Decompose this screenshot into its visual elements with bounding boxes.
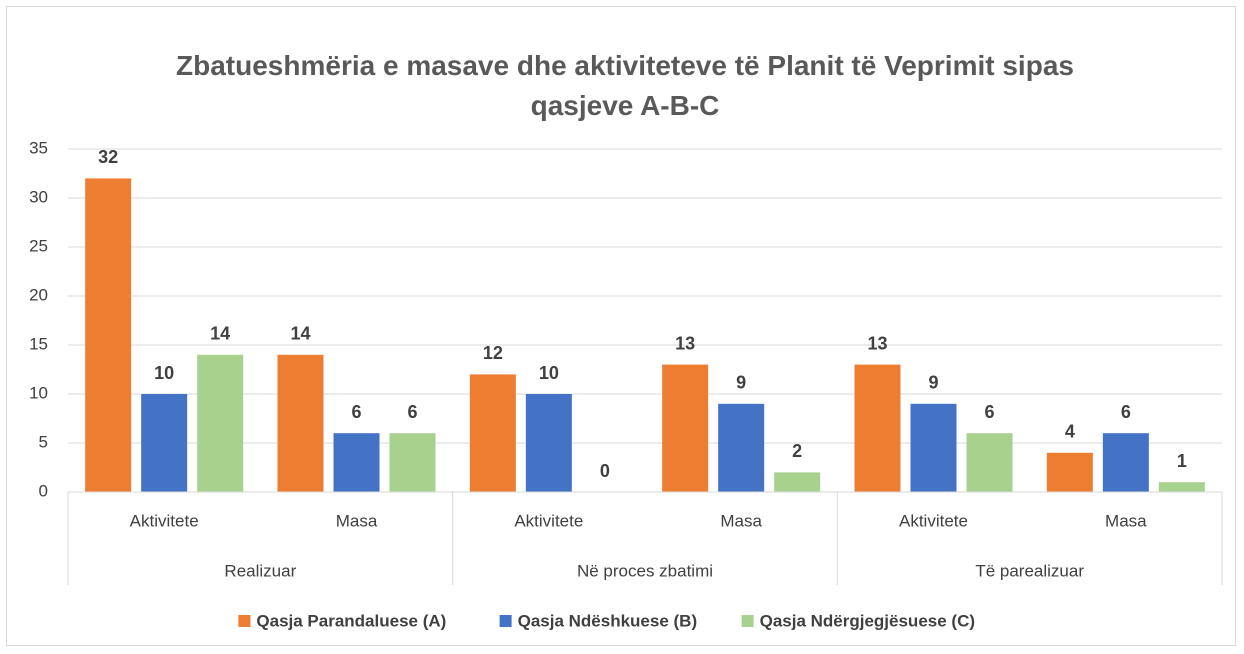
x-tick-label: Aktivitete (514, 511, 583, 530)
bar (910, 403, 957, 492)
data-label: 10 (539, 363, 559, 383)
data-label: 6 (351, 402, 361, 422)
data-label: 6 (1121, 402, 1131, 422)
bar (1102, 433, 1149, 492)
bar (525, 394, 572, 492)
data-label: 10 (154, 363, 174, 383)
bar (85, 178, 132, 492)
bar (333, 433, 380, 492)
data-label: 9 (736, 373, 746, 393)
group-label: Në proces zbatimi (577, 561, 713, 580)
x-tick-label: Aktivitete (899, 511, 968, 530)
legend-label: Qasja Ndërgjegjësuese (C) (760, 611, 975, 630)
legend-label: Qasja Ndëshkuese (B) (518, 611, 698, 630)
bar (141, 394, 188, 492)
bar (854, 364, 901, 492)
data-label: 12 (483, 343, 503, 363)
data-label: 6 (407, 402, 417, 422)
data-label: 0 (600, 461, 610, 481)
y-tick-label: 15 (29, 334, 48, 353)
legend-swatch (238, 615, 251, 627)
data-label: 4 (1065, 422, 1075, 442)
bar (469, 374, 516, 492)
chart-title: Zbatueshmëria e masave dhe aktiviteteve … (176, 50, 1074, 121)
data-label: 14 (290, 324, 310, 344)
legend-swatch (741, 615, 754, 627)
x-tick-label: Masa (336, 511, 378, 530)
x-tick-label: Aktivitete (130, 511, 199, 530)
bar (774, 472, 821, 492)
data-label: 14 (210, 324, 230, 344)
bar (718, 403, 765, 492)
chart-frame (6, 6, 1236, 646)
bar (966, 433, 1013, 492)
x-tick-label: Masa (720, 511, 762, 530)
group-label: Të parealizuar (975, 561, 1084, 580)
bar (277, 354, 324, 492)
y-tick-label: 25 (29, 236, 48, 255)
data-label: 13 (675, 333, 695, 353)
bar (197, 354, 244, 492)
y-tick-label: 35 (29, 138, 48, 157)
y-tick-label: 5 (39, 432, 48, 451)
y-tick-label: 20 (29, 285, 48, 304)
legend-swatch (499, 615, 512, 627)
legend-label: Qasja Parandaluese (A) (256, 611, 446, 630)
x-tick-label: Masa (1105, 511, 1147, 530)
bar (662, 364, 709, 492)
group-label: Realizuar (224, 561, 296, 580)
bar (1046, 452, 1093, 492)
bar (1158, 482, 1205, 492)
data-label: 2 (792, 441, 802, 461)
data-label: 6 (984, 402, 994, 422)
bar (389, 433, 436, 492)
data-label: 13 (867, 333, 887, 353)
data-label: 32 (98, 147, 118, 167)
data-label: 9 (928, 373, 938, 393)
y-tick-label: 10 (29, 383, 48, 402)
data-label: 1 (1177, 451, 1187, 471)
y-tick-label: 0 (39, 481, 48, 500)
y-tick-label: 30 (29, 187, 48, 206)
